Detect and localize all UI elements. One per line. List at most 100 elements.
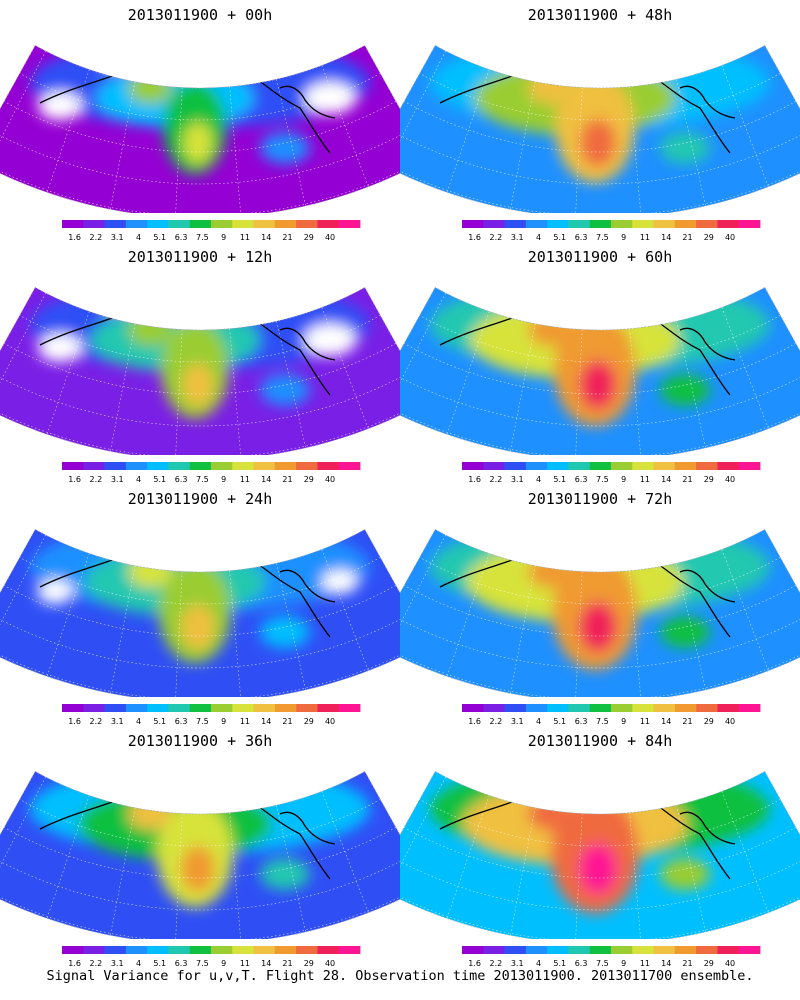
colorbar-swatch <box>147 946 169 954</box>
colorbar-swatch <box>338 220 361 228</box>
colorbar-tick-label: 21 <box>282 475 292 484</box>
colorbar-tick-label: 4 <box>136 959 141 968</box>
variance-map <box>0 44 400 213</box>
colorbar-tick-label: 5.1 <box>153 959 166 968</box>
longitude-line <box>175 329 183 455</box>
longitude-line <box>721 549 769 671</box>
map-panel: 2013011900 + 72h 1.6 2.2 3.1 4 5.1 6.3 7.5 9 11 14… <box>400 484 800 726</box>
colorbar-swatch <box>547 220 569 228</box>
field-core <box>181 604 215 650</box>
colorbar-swatch <box>483 946 505 954</box>
colorbar-swatch <box>504 946 527 954</box>
colorbar-swatch <box>653 462 676 470</box>
field-core <box>579 360 617 410</box>
colorbar-tick-label: 1.6 <box>68 475 81 484</box>
longitude-line <box>229 86 242 213</box>
panel-title: 2013011900 + 48h <box>527 6 673 24</box>
map-panel: 2013011900 + 12h 1.6 2.2 3.1 4 5.1 6.3 7.5 9 11 14… <box>0 242 400 484</box>
map-panel: 2013011900 + 24h 1.6 2.2 3.1 4 5.1 6.3 7.5 9 11 14… <box>0 484 400 726</box>
colorbar-tick-label: 40 <box>325 475 335 484</box>
colorbar-swatch <box>717 704 740 712</box>
colorbar-swatch <box>525 462 548 470</box>
longitude-line <box>46 311 90 435</box>
latitude-line <box>0 855 400 911</box>
colorbar-tick-label: 40 <box>325 233 335 242</box>
longitude-line <box>175 87 183 213</box>
colorbar-swatch <box>589 704 612 712</box>
colorbar-tick-label: 7.5 <box>196 475 209 484</box>
colorbar-tick-label: 1.6 <box>68 959 81 968</box>
colorbar-swatch <box>568 462 591 470</box>
longitude-line <box>676 321 707 449</box>
colorbar-tick-label: 2.2 <box>90 233 103 242</box>
colorbar-tick-label: 40 <box>325 717 335 726</box>
colorbar-tick-label: 7.5 <box>596 233 609 242</box>
colorbar-swatch <box>274 462 297 470</box>
colorbar-tick-label: 1.6 <box>68 233 81 242</box>
colorbar-tick-label: 2.2 <box>490 959 503 968</box>
coastline <box>279 85 336 119</box>
colorbar-tick-label: 7.5 <box>596 475 609 484</box>
colorbar-swatch <box>296 220 318 228</box>
field-blob <box>128 314 172 346</box>
colorbar-swatch <box>147 220 169 228</box>
longitude-line <box>400 776 446 893</box>
colorbar-swatch <box>211 704 233 712</box>
coastline <box>679 85 736 119</box>
colorbar-swatch <box>211 462 233 470</box>
colorbar-swatch <box>525 704 548 712</box>
latitude-line <box>400 129 800 185</box>
latitude-line <box>0 613 400 669</box>
latitude-line <box>403 343 797 395</box>
colorbar-swatch <box>125 704 148 712</box>
coastline <box>129 541 176 553</box>
colorbar-swatch <box>296 462 318 470</box>
colorbar-tick-label: 9 <box>221 717 226 726</box>
field-blob <box>260 132 310 164</box>
colorbar-tick-label: 29 <box>704 959 714 968</box>
colorbar-swatch <box>696 220 718 228</box>
colorbar-swatch <box>738 462 761 470</box>
field-blob <box>260 616 310 648</box>
colorbar-swatch <box>568 220 591 228</box>
longitude-line <box>229 328 242 455</box>
coastline <box>529 57 576 69</box>
colorbar-tick-label: 11 <box>240 959 250 968</box>
latitude-line <box>419 799 781 847</box>
colorbar-tick-label: 9 <box>221 959 226 968</box>
colorbar-swatch <box>589 220 612 228</box>
longitude-line <box>446 69 490 193</box>
longitude-line <box>676 805 707 933</box>
colorbar-tick-label: 5.1 <box>553 959 566 968</box>
latitude-line <box>19 557 381 605</box>
colorbar-tick-label: 6.3 <box>575 475 588 484</box>
colorbar-tick-label: 3.1 <box>511 959 524 968</box>
colorbar-swatch <box>189 946 212 954</box>
arctic-islands <box>214 287 286 311</box>
colorbar-tick-label: 9 <box>221 475 226 484</box>
coastline <box>679 811 736 845</box>
coastline <box>279 327 336 361</box>
colorbar-tick-label: 11 <box>640 475 650 484</box>
arctic-islands <box>214 771 286 795</box>
field-blob <box>528 556 572 588</box>
arctic-islands <box>614 529 686 553</box>
field-core <box>578 843 618 895</box>
colorbar-tick-label: 14 <box>261 959 271 968</box>
colorbar-swatch <box>738 704 761 712</box>
latitude-line <box>403 101 797 153</box>
missing-patch <box>38 92 82 120</box>
colorbar-tick-label: 4 <box>536 717 541 726</box>
colorbar-swatch <box>83 704 105 712</box>
colorbar-swatch <box>211 946 233 954</box>
colorbar-tick-label: 4 <box>136 233 141 242</box>
latitude-line <box>403 585 797 637</box>
colorbar-tick-label: 3.1 <box>111 475 124 484</box>
colorbar-tick-label: 4 <box>536 959 541 968</box>
map-panel: 2013011900 + 48h 1.6 2.2 3.1 4 5.1 6.3 7.5 9 11 14… <box>400 0 800 242</box>
colorbar-tick-label: 5.1 <box>553 233 566 242</box>
longitude-line <box>46 69 90 193</box>
colorbar-swatch <box>462 462 484 470</box>
colorbar: 1.6 2.2 3.1 4 5.1 6.3 7.5 9 11 14 21 29 40 <box>462 946 761 968</box>
latitude-line <box>3 827 397 879</box>
